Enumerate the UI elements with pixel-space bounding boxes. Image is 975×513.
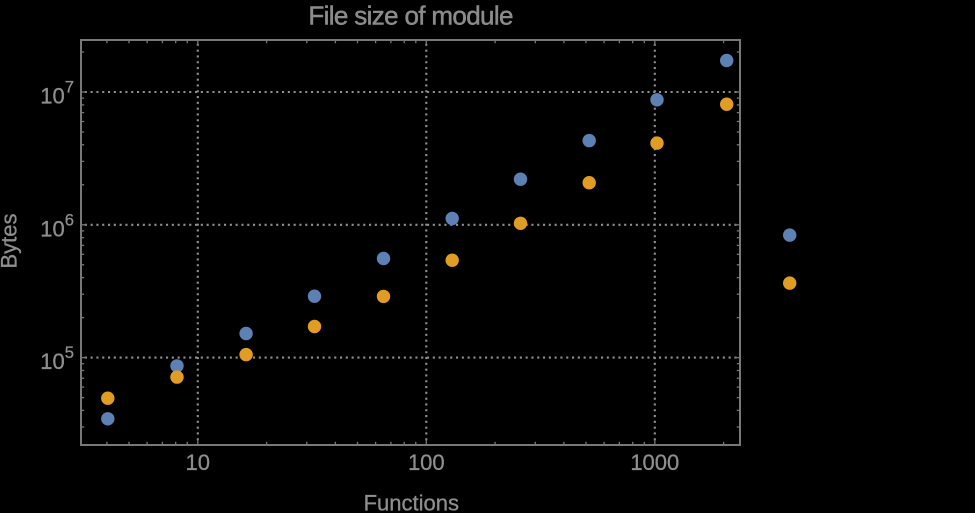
svg-text:Functions: Functions (364, 491, 459, 513)
svg-text:100: 100 (408, 450, 445, 475)
svg-text:106: 106 (40, 210, 74, 241)
svg-text:107: 107 (40, 78, 74, 109)
svg-text:10: 10 (186, 450, 210, 475)
svg-text:File size of module: File size of module (308, 1, 513, 31)
svg-text:105: 105 (40, 343, 74, 374)
svg-text:Bytes: Bytes (0, 213, 22, 268)
svg-text:1000: 1000 (630, 450, 679, 475)
